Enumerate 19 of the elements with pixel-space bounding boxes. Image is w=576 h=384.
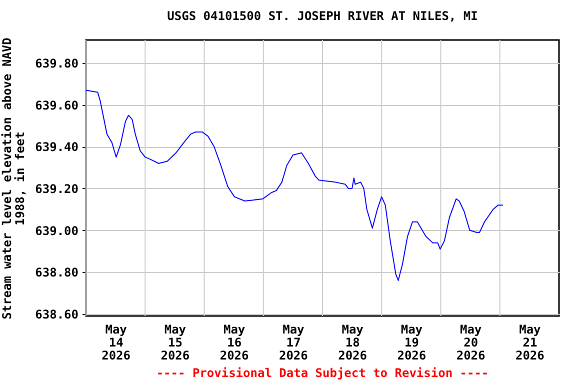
y-tick-label: 639.40	[35, 140, 78, 154]
x-tick-label: May 21 2026	[515, 322, 544, 362]
x-tick-label: May 19 2026	[397, 322, 426, 362]
y-tick-label: 639.60	[35, 98, 78, 112]
y-tick-label: 639.20	[35, 182, 78, 196]
text: ---- Provisional Data Subject to Revision ----	[155, 366, 490, 380]
x-tick-label: May 17 2026	[278, 322, 308, 362]
x-tick-label: May 15 2026	[160, 322, 190, 362]
y-tick-label: 639.80	[35, 56, 78, 70]
chart-title: USGS 04101500 ST. JOSEPH RIVER AT NILES, MI	[167, 9, 478, 24]
y-tick-label: 638.60	[35, 307, 78, 322]
y-tick-label: 638.80	[35, 266, 78, 280]
line-series	[86, 90, 504, 281]
y-tick-label: 639.00	[35, 224, 78, 238]
x-tick-label: May 18 2026	[338, 322, 368, 362]
y-axis-title: Stream water level elevation above NAVD 1988, in feet	[0, 38, 28, 320]
x-tick-label: May 14 2026	[102, 322, 131, 362]
x-tick-label: May 20 2026	[456, 322, 486, 362]
x-tick-label: May 16 2026	[220, 322, 249, 362]
